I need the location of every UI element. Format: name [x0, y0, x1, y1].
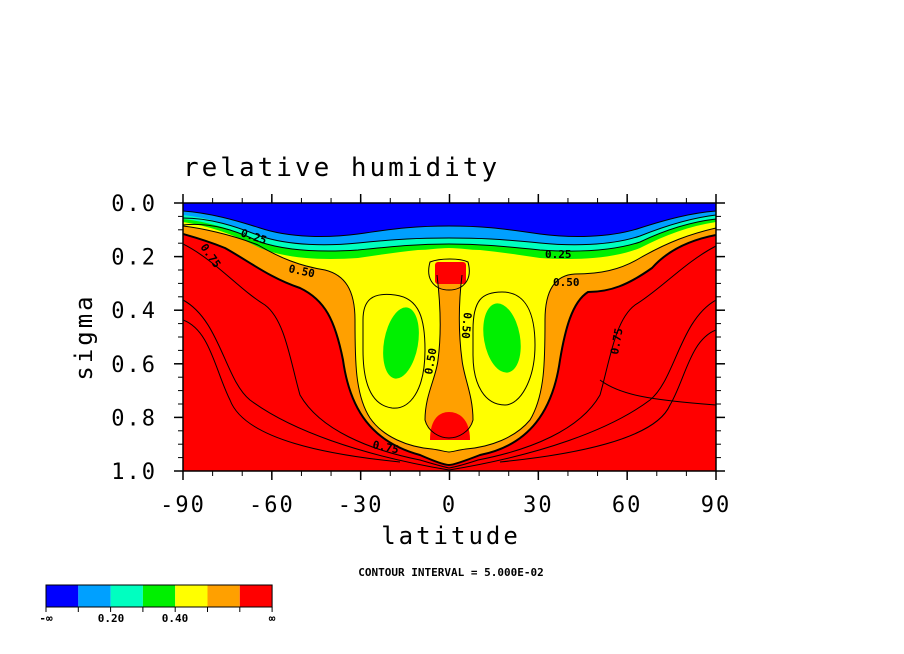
x-tick-label: -60: [249, 493, 295, 518]
contour-label: 0.50: [287, 262, 316, 280]
colorbar-label: 0.20: [98, 612, 125, 625]
contour-label: 0.75: [371, 438, 400, 456]
contour-labels: 0.25 0.25 0.50 0.50 0.75 0.75 0.50 0.50 …: [198, 226, 626, 456]
region-green-right: [483, 303, 521, 373]
colorbar-swatch: [207, 585, 240, 607]
colorbar-swatch: [110, 585, 143, 607]
region-blue-top: [183, 203, 716, 237]
contour-label: 0.50: [459, 312, 474, 340]
colorbar-swatch: [175, 585, 208, 607]
y-tick-label: 0.4: [111, 299, 157, 324]
y-tick-label: 0.0: [111, 192, 157, 217]
region-red-bottom-center: [430, 412, 470, 440]
region-orange-center: [425, 275, 473, 438]
colorbar-labels: -∞ 0.20 0.40 ∞: [39, 612, 275, 625]
colorbar-frame: [45, 584, 273, 608]
x-axis: -90 -60 -30 0 30 60 90: [160, 194, 732, 518]
colorbar-swatch: [142, 585, 176, 607]
contour-interval: CONTOUR INTERVAL = 5.000E-02: [358, 566, 543, 579]
contour-field: 0.25 0.25 0.50 0.50 0.75 0.75 0.50 0.50 …: [183, 203, 716, 471]
x-tick-label: 30: [523, 493, 554, 518]
colorbar-label: -∞: [39, 612, 53, 625]
y-tick-label: 0.6: [111, 353, 157, 378]
colorbar-label: 0.40: [162, 612, 189, 625]
x-tick-label: 90: [701, 493, 732, 518]
colorbar-swatch: [46, 585, 79, 607]
y-tick-label: 0.8: [111, 406, 157, 431]
contour-lines: [183, 210, 716, 471]
region-green-left: [383, 307, 419, 379]
colorbar-swatch: [78, 585, 111, 607]
y-axis: 0.0 0.2 0.4 0.6 0.8 1.0: [111, 192, 725, 485]
colorbar-swatch: [239, 585, 273, 607]
x-axis-title: latitude: [381, 522, 521, 550]
region-red-top-center: [435, 262, 466, 284]
chart-title: relative humidity: [183, 153, 500, 183]
colorbar: [45, 584, 273, 612]
contour-label: 0.75: [608, 327, 625, 355]
contour-label: 0.50: [422, 347, 439, 375]
x-tick-label: 60: [612, 493, 643, 518]
x-tick-label: -90: [160, 493, 206, 518]
x-tick-label: -30: [338, 493, 384, 518]
y-axis-title: sigma: [70, 293, 98, 380]
y-tick-label: 0.2: [111, 246, 157, 271]
contour-label: 0.50: [553, 276, 580, 289]
colorbar-label: ∞: [269, 612, 276, 625]
x-tick-label: 0: [442, 493, 457, 518]
y-tick-label: 1.0: [111, 460, 157, 485]
contour-label: 0.25: [545, 248, 572, 261]
